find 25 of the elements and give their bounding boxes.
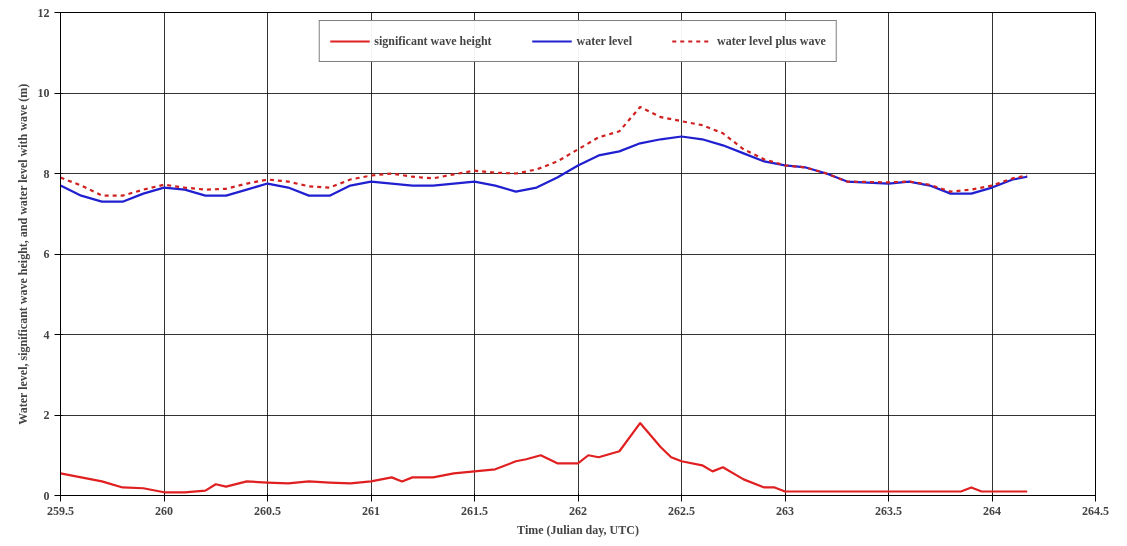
x-tick-label: 262	[569, 503, 587, 518]
x-tick-label: 260	[155, 503, 173, 518]
x-tick-label: 259.5	[47, 503, 74, 518]
y-axis-title: Water level, significant wave height, and water level with wave (m)	[15, 83, 30, 425]
y-tick-label: 8	[43, 166, 50, 181]
y-tick-label: 0	[43, 488, 50, 503]
legend-label: water level plus wave	[717, 33, 826, 49]
y-tick-label: 4	[43, 327, 50, 342]
y-tick-label: 6	[43, 247, 50, 261]
line-series	[60, 135, 1029, 203]
y-tick-label: 10	[37, 86, 50, 100]
legend-label: water level	[576, 33, 632, 49]
x-axis-title: Time (Julian day, UTC)	[517, 522, 639, 537]
legend-label: significant wave height	[374, 33, 492, 49]
y-tick-label: 12	[37, 5, 50, 20]
y-tick-label: 2	[43, 408, 50, 422]
x-tick-label: 263.5	[875, 503, 902, 518]
x-tick-label: 264	[983, 503, 1001, 518]
x-tick-label: 261.5	[461, 503, 488, 518]
x-tick-label: 260.5	[254, 503, 281, 518]
x-tick-label: 261	[362, 503, 380, 518]
x-tick-label: 262.5	[668, 503, 695, 518]
line-series	[60, 421, 1029, 494]
x-tick-label: 263	[776, 503, 794, 518]
x-tick-label: 264.5	[1082, 503, 1109, 518]
